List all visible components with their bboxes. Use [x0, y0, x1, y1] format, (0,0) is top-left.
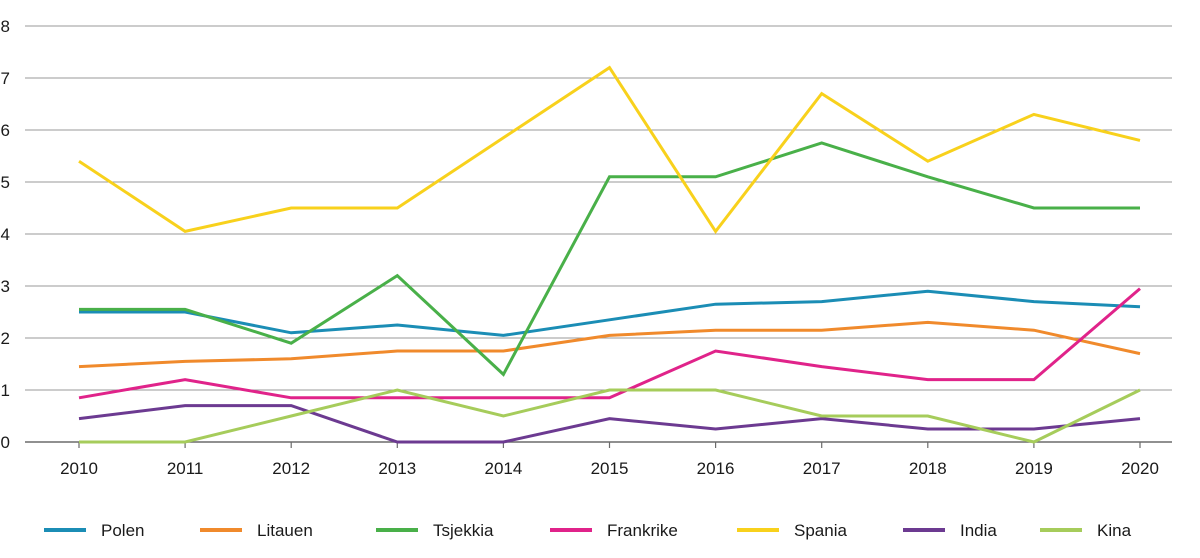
- legend-label-spania: Spania: [794, 521, 847, 540]
- y-tick-label: 3: [1, 277, 10, 296]
- x-tick-label: 2010: [60, 459, 98, 478]
- y-tick-label: 5: [1, 173, 10, 192]
- x-tick-label: 2019: [1015, 459, 1053, 478]
- x-tick-label: 2017: [803, 459, 841, 478]
- x-tick-label: 2014: [484, 459, 522, 478]
- legend-label-india: India: [960, 521, 997, 540]
- legend-label-kina: Kina: [1097, 521, 1132, 540]
- y-tick-label: 1: [1, 381, 10, 400]
- y-tick-label: 2: [1, 329, 10, 348]
- series-line-spania: [78, 65, 1141, 234]
- x-tick-label: 2012: [272, 459, 310, 478]
- legend-label-frankrike: Frankrike: [607, 521, 678, 540]
- x-tick-label: 2013: [378, 459, 416, 478]
- legend-label-tsjekkia: Tsjekkia: [433, 521, 494, 540]
- grid: [25, 25, 1172, 443]
- series-line-frankrike: [78, 287, 1141, 400]
- series-line-polen: [79, 289, 1141, 337]
- y-tick-label: 6: [1, 121, 10, 140]
- legend: Polen Litauen Tsjekkia Frankrike Spania India…: [44, 521, 1132, 540]
- series-line-tsjekkia: [79, 141, 1140, 377]
- x-tick-label: 2015: [591, 459, 629, 478]
- x-tick-label: 2016: [697, 459, 735, 478]
- x-tick-label: 2020: [1121, 459, 1159, 478]
- x-tick-label: 2011: [167, 459, 204, 478]
- x-axis: 2010 2011 2012 2013 2014 2015 2016 2017 2018 2019…: [60, 442, 1159, 478]
- series-line-kina: [79, 388, 1141, 444]
- y-axis: 0 1 2 3 4 5 6 7 8: [1, 17, 10, 452]
- x-tick-label: 2018: [909, 459, 947, 478]
- series-line-litauen: [78, 320, 1141, 369]
- y-tick-label: 8: [1, 17, 10, 36]
- series-lines: [78, 65, 1141, 444]
- y-tick-label: 4: [1, 225, 10, 244]
- series-line-india: [78, 404, 1141, 444]
- legend-label-litauen: Litauen: [257, 521, 313, 540]
- y-tick-label: 7: [1, 69, 10, 88]
- legend-label-polen: Polen: [101, 521, 144, 540]
- y-tick-label: 0: [1, 433, 10, 452]
